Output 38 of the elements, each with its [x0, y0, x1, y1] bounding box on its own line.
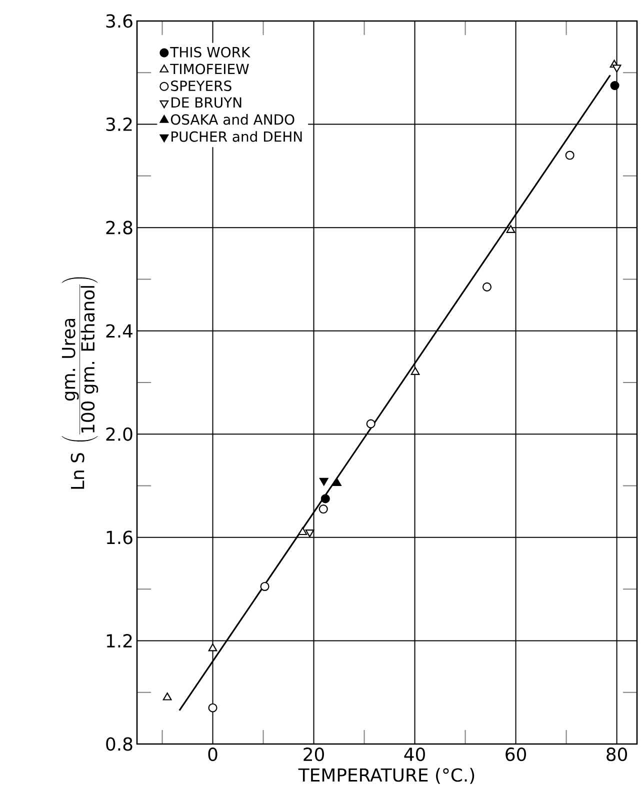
y-tick-label: 1.2 — [106, 634, 132, 648]
point — [319, 478, 328, 486]
point — [612, 64, 622, 73]
y-axis-title: $\mathrm{Ln\ S}\;\left(\frac{\mbox{gm. Urea}}{\mbox{100 gm. Ethanol}}\right)$ — [62, 277, 98, 489]
x-tick-label: 80 — [606, 748, 628, 762]
point — [320, 494, 330, 504]
point — [610, 81, 620, 90]
point — [332, 478, 342, 486]
point — [208, 703, 218, 712]
point — [305, 529, 314, 538]
legend-label: PUCHER and DEHN — [172, 131, 302, 142]
y-tick-label: 2.4 — [106, 324, 132, 338]
point — [506, 225, 516, 233]
y-tick-label: 3.2 — [106, 117, 132, 132]
point — [565, 150, 574, 160]
point — [260, 582, 270, 592]
legend-label: DE BRUYN — [172, 97, 242, 108]
x-tick-label: 0 — [208, 748, 218, 762]
y-tick-label: 2.0 — [106, 427, 132, 441]
x-tick-label: 60 — [506, 748, 526, 762]
legend-label: TIMOFEIEW — [170, 64, 249, 74]
point — [482, 282, 492, 292]
point — [366, 419, 376, 428]
y-tick-label: 3.6 — [106, 14, 132, 28]
point — [162, 692, 172, 700]
y-tick-label: 0.8 — [106, 737, 132, 751]
legend-label: THIS WORK — [170, 46, 250, 58]
point — [208, 643, 218, 652]
y-tick-label: 1.6 — [106, 530, 132, 544]
legend-label: SPEYERS — [171, 80, 232, 92]
point — [298, 527, 308, 536]
x-axis-title: TEMPERATURE (°C.) — [298, 768, 474, 784]
point — [410, 367, 420, 375]
x-tick-label: 40 — [404, 748, 425, 762]
legend-label: OSAKA and ANDO — [170, 114, 294, 125]
y-tick-label: 2.8 — [106, 220, 132, 234]
point — [318, 504, 328, 514]
x-tick-label: 20 — [304, 748, 324, 762]
